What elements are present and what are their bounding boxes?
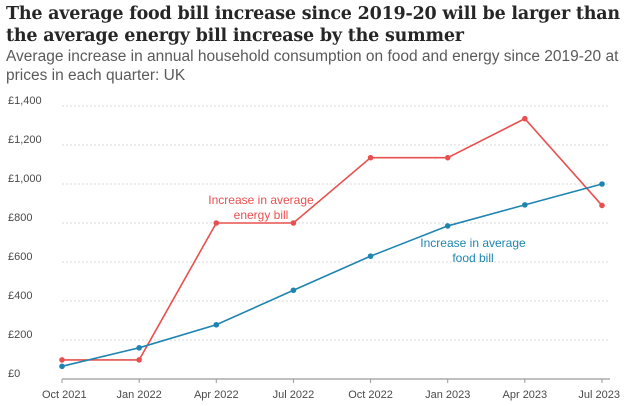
food-data-point bbox=[444, 223, 451, 229]
food-series-line bbox=[61, 183, 603, 368]
food-data-point bbox=[599, 181, 605, 187]
energy-data-point bbox=[290, 220, 297, 226]
energy-data-point bbox=[522, 115, 528, 122]
food-data-point bbox=[522, 202, 528, 208]
x-tick-label: Oct 2021 bbox=[42, 389, 87, 401]
food-series-label: food bill bbox=[452, 251, 493, 265]
energy-series-label: energy bill bbox=[234, 208, 289, 222]
energy-data-point bbox=[599, 202, 605, 209]
x-tick-label: Jul 2022 bbox=[273, 389, 315, 401]
x-tick-label: Jan 2023 bbox=[425, 389, 470, 401]
x-tick-label: Apr 2022 bbox=[194, 389, 239, 401]
y-tick-label: £1,000 bbox=[8, 173, 42, 185]
x-tick-label: Jul 2023 bbox=[578, 389, 620, 401]
y-tick-label: £600 bbox=[8, 251, 32, 263]
y-tick-label: £400 bbox=[8, 290, 32, 302]
food-data-point bbox=[59, 363, 65, 370]
y-tick-label: £800 bbox=[8, 212, 32, 224]
energy-data-point bbox=[59, 357, 65, 363]
y-tick-label: £200 bbox=[8, 329, 32, 341]
food-data-point bbox=[290, 287, 297, 294]
chart-subtitle: Average increase in annual household con… bbox=[6, 48, 619, 84]
x-tick-label: Apr 2023 bbox=[503, 389, 548, 401]
energy-series-line bbox=[62, 117, 603, 361]
energy-data-point bbox=[444, 154, 451, 161]
food-data-point bbox=[136, 345, 142, 351]
chart-title: The average food bill increase since 201… bbox=[6, 4, 620, 46]
energy-data-point bbox=[136, 357, 142, 363]
x-tick-label: Oct 2022 bbox=[348, 389, 393, 401]
energy-data-point bbox=[367, 154, 374, 161]
energy-data-point bbox=[213, 220, 220, 226]
y-tick-label: £1,200 bbox=[8, 134, 42, 146]
y-tick-label: £1,400 bbox=[8, 95, 42, 107]
x-tick-label: Jan 2022 bbox=[117, 389, 162, 401]
y-tick-label: £0 bbox=[8, 368, 20, 380]
food-data-point bbox=[367, 253, 374, 259]
food-series-label: Increase in average bbox=[420, 236, 526, 250]
food-data-point bbox=[213, 321, 220, 328]
energy-series-label: Increase in average bbox=[208, 193, 314, 207]
